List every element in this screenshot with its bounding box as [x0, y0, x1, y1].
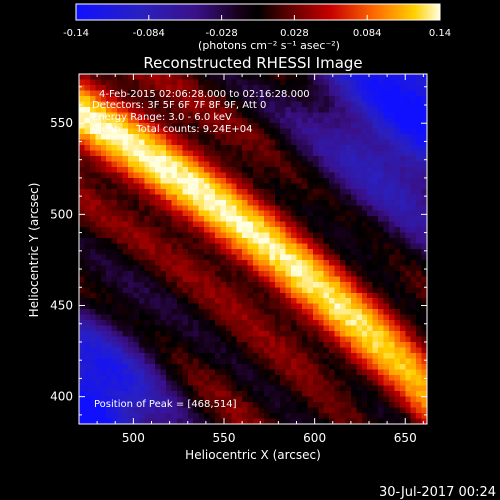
x-tick-label: 600 — [303, 431, 326, 445]
colorbar-tick-label: 0.028 — [280, 28, 309, 39]
annotation-clean-counts: Clean Total counts: 9.24E+04 — [92, 124, 252, 135]
y-tick-label: 550 — [50, 116, 73, 130]
plot-frame — [78, 73, 428, 425]
y-axis-label: Heliocentric Y (arcsec) — [27, 183, 41, 318]
colorbar-tick-label: -0.028 — [205, 28, 237, 39]
colorbar-unit-label: (photons cm⁻² s⁻¹ asec⁻²) — [198, 39, 340, 52]
colorbar-tick-label: -0.14 — [63, 28, 89, 39]
annotation-time-range: 4-Feb-2015 02:06:28.000 to 02:16:28.000 — [99, 89, 310, 100]
axis-ticks: 500 550 600 650 400 450 500 550 — [50, 74, 427, 445]
annotation-detectors: Detectors: 3F 5F 6F 7F 8F 9F, Att 0 — [92, 100, 266, 111]
x-tick-label: 650 — [394, 431, 417, 445]
heatmap-raster — [79, 74, 427, 424]
colorbar-ticks: -0.14 -0.084 -0.028 0.028 0.084 0.14 — [63, 15, 451, 39]
heatmap-image — [79, 74, 427, 424]
y-tick-label: 400 — [50, 390, 73, 404]
colorbar — [76, 4, 440, 20]
x-tick-label: 500 — [122, 431, 145, 445]
y-tick-label: 500 — [50, 207, 73, 221]
x-axis-label: Heliocentric X (arcsec) — [185, 448, 321, 462]
colorbar-tick-label: 0.14 — [429, 28, 451, 39]
colorbar-frame — [75, 3, 441, 21]
y-tick-label: 450 — [50, 299, 73, 313]
footer-date: 30-Jul-2017 00:24 — [379, 485, 496, 500]
peak-position-label: Position of Peak = [468,514] — [94, 399, 237, 410]
colorbar-tick-label: 0.084 — [353, 28, 382, 39]
chart-title: Reconstructed RHESSI Image — [143, 54, 362, 72]
annotation-energy-range: Energy Range: 3.0 - 6.0 keV — [92, 112, 232, 123]
colorbar-tick-label: -0.084 — [133, 28, 165, 39]
x-tick-label: 550 — [213, 431, 236, 445]
